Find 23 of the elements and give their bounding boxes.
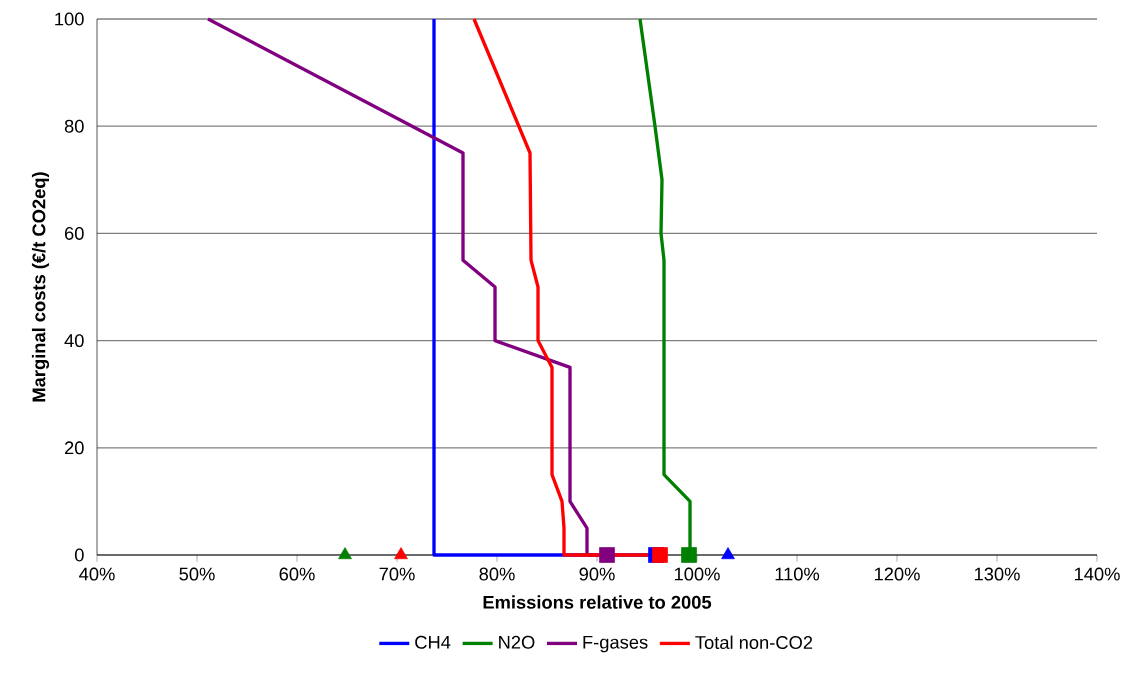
x-tick-label: 90%	[579, 567, 615, 581]
x-tick-label: 110%	[775, 567, 820, 581]
y-tick-label: 100	[55, 12, 84, 26]
y-tick-label: 20	[64, 441, 84, 455]
x-tick-label: 60%	[279, 567, 315, 581]
x-tick-label: 40%	[79, 567, 115, 581]
y-tick-label: 0	[74, 548, 84, 562]
x-tick-label: 50%	[179, 567, 215, 581]
legend-label: CH4	[415, 635, 451, 649]
legend-label: Total non-CO2	[695, 635, 813, 650]
x-tick-label: 70%	[379, 567, 415, 581]
legend-label: N2O	[499, 635, 535, 649]
x-tick-label: 120%	[874, 567, 920, 581]
y-tick-label: 60	[65, 226, 84, 240]
y-axis-title: Marginal costs (€/t CO2eq)	[31, 172, 50, 402]
y-tick-label: 40	[64, 334, 84, 348]
y-tick-label: 80	[64, 119, 84, 133]
x-tick-label: 100%	[674, 567, 720, 581]
x-tick-label: 80%	[479, 567, 515, 581]
x-tick-label: 140%	[1074, 567, 1120, 581]
x-axis-title: Emissions relative to 2005	[483, 595, 712, 609]
x-tick-label: 130%	[974, 567, 1020, 581]
legend-label: F-gases	[583, 635, 648, 653]
